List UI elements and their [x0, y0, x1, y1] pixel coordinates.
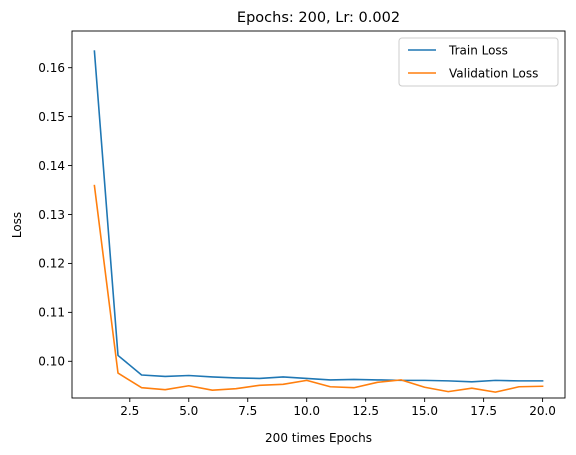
x-tick-label: 5.0 — [179, 404, 198, 418]
plot-area: 2.5 5.0 7.5 10.0 12.5 15.0 17.5 20.0 0.10 0.11 0.1… — [38, 30, 566, 418]
x-tick-label: 15.0 — [411, 404, 438, 418]
y-tick-label: 0.13 — [38, 208, 65, 222]
y-tick-label: 0.14 — [38, 159, 65, 173]
legend: Train Loss Validation Loss — [398, 37, 559, 87]
series-line-validation-loss — [93, 184, 544, 393]
y-tick-label: 0.11 — [38, 306, 65, 320]
chart-title: Epochs: 200, Lr: 0.002 — [237, 10, 400, 26]
y-tick-label: 0.16 — [38, 61, 65, 75]
x-tick-label: 7.5 — [238, 404, 257, 418]
legend-label: Validation Loss — [449, 67, 538, 81]
x-tick-label: 17.5 — [470, 404, 497, 418]
legend-box — [398, 37, 559, 87]
x-axis-title: 200 times Epochs — [265, 431, 372, 445]
y-tick-label: 0.15 — [38, 110, 65, 124]
series-line-train-loss — [93, 50, 544, 383]
x-tick-label: 12.5 — [352, 404, 379, 418]
x-tick-label: 2.5 — [120, 404, 139, 418]
x-tick-label: 20.0 — [529, 404, 556, 418]
y-axis-title: Loss — [10, 212, 24, 238]
y-tick-label: 0.10 — [38, 355, 65, 369]
legend-label: Train Loss — [448, 44, 508, 58]
x-tick-label: 10.0 — [293, 404, 320, 418]
y-tick-label: 0.12 — [38, 257, 65, 271]
